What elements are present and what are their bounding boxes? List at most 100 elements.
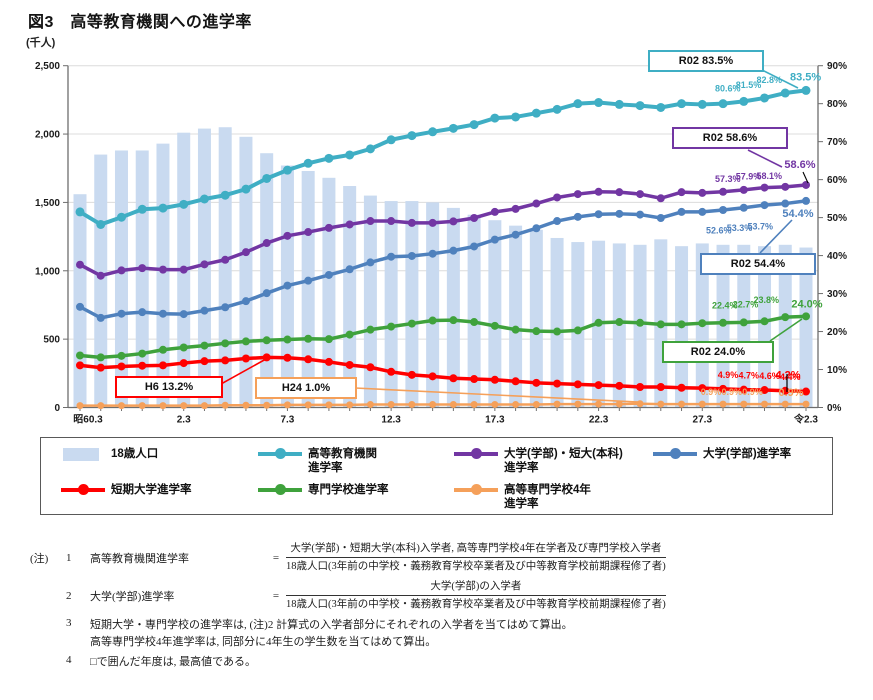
- data-point: [739, 185, 748, 194]
- series-4: [76, 353, 810, 396]
- data-point: [449, 374, 458, 383]
- data-point: [428, 372, 437, 381]
- data-point: [656, 382, 665, 391]
- data-point: [179, 359, 188, 368]
- data-point: [657, 400, 665, 408]
- data-point: [781, 400, 789, 408]
- fraction-denominator: 18歳人口(3年前の中学校・義務教育学校卒業者及び中等教育学校前期課程修了者): [286, 599, 666, 610]
- data-point: [75, 207, 85, 217]
- data-point: [117, 402, 125, 410]
- data-point: [428, 249, 437, 258]
- data-point: [449, 316, 458, 325]
- data-point: [449, 246, 458, 255]
- data-point: [96, 353, 105, 362]
- data-point: [719, 206, 728, 215]
- data-point: [387, 252, 396, 261]
- data-point: [96, 313, 105, 322]
- data-point: [490, 235, 499, 244]
- data-point: [365, 144, 375, 154]
- note-row-4: 4 □で囲んだ年度は, 最高値である。: [30, 654, 862, 671]
- x-tick-label: 22.3: [589, 415, 609, 426]
- final-value-label: 83.5%: [790, 71, 821, 83]
- data-point: [200, 260, 209, 269]
- data-point: [802, 400, 810, 408]
- legend-item-3: 大学(学部)進学率: [653, 447, 832, 478]
- note-prefix: (注): [30, 552, 49, 565]
- data-point: [241, 354, 250, 363]
- figure-title: 図3 高等教育機関への進学率: [28, 14, 252, 31]
- data-point: [760, 93, 770, 103]
- data-point: [387, 217, 396, 226]
- data-point: [470, 213, 479, 222]
- data-point: [511, 230, 520, 239]
- data-point: [366, 325, 375, 334]
- x-tick-label: 12.3: [381, 415, 401, 426]
- data-point: [677, 188, 686, 197]
- series-0: [75, 85, 811, 229]
- data-point: [345, 360, 354, 369]
- end-value-label: 23.8%: [753, 295, 779, 305]
- data-point: [97, 402, 105, 410]
- data-point: [158, 309, 167, 318]
- data-point: [594, 187, 603, 196]
- data-point: [802, 312, 810, 321]
- data-point: [719, 384, 728, 393]
- data-point: [241, 337, 250, 346]
- data-point: [117, 266, 126, 275]
- legend-label: 高等専門学校4年 進学率: [504, 484, 591, 510]
- data-point: [802, 387, 810, 396]
- legend-item-6: 高等専門学校4年 進学率: [454, 483, 653, 514]
- data-point: [96, 363, 105, 372]
- data-point: [739, 96, 749, 106]
- data-point: [594, 98, 604, 108]
- x-tick-label: 7.3: [280, 415, 294, 426]
- data-point: [698, 207, 707, 216]
- data-point: [470, 318, 479, 327]
- bar: [384, 201, 398, 408]
- data-point: [698, 400, 706, 408]
- data-point: [179, 265, 188, 274]
- data-point: [158, 345, 167, 354]
- data-point: [636, 190, 645, 199]
- final-value-label: 24.0%: [791, 298, 822, 310]
- data-point: [366, 217, 375, 226]
- data-point: [719, 187, 728, 196]
- data-point: [407, 319, 416, 328]
- data-point: [470, 375, 479, 384]
- data-point: [387, 322, 396, 331]
- data-point: [573, 326, 582, 335]
- end-value-label: 82.8%: [756, 75, 782, 85]
- data-point: [366, 363, 375, 372]
- data-point: [221, 303, 230, 312]
- bar: [758, 246, 772, 408]
- bar: [135, 150, 149, 408]
- data-point: [180, 402, 188, 410]
- legend-item-1: 高等教育機関 進学率: [258, 447, 454, 478]
- end-value-label: 4.7%: [739, 371, 760, 381]
- data-point: [241, 184, 251, 194]
- end-value-label: 4.9%: [718, 370, 739, 380]
- data-point: [760, 317, 769, 326]
- data-point: [760, 386, 769, 395]
- data-point: [407, 218, 416, 227]
- data-point: [407, 370, 416, 379]
- data-point: [635, 101, 645, 111]
- fraction-denominator: 18歳人口(3年前の中学校・義務教育学校卒業者及び中等教育学校前期課程修了者): [286, 561, 666, 572]
- end-value-label: 4.4%: [780, 372, 801, 382]
- data-point: [740, 400, 748, 408]
- data-point: [366, 258, 375, 267]
- data-point: [304, 401, 312, 409]
- data-point: [739, 318, 748, 327]
- note-row-2: 2 大学(学部)進学率 = 大学(学部)の入学者 18歳人口(3年前の中学校・義務教育学…: [30, 579, 862, 612]
- data-point: [719, 318, 728, 327]
- data-point: [553, 379, 562, 388]
- data-point: [470, 242, 479, 251]
- data-point: [345, 265, 354, 274]
- left-tick-label: 2,000: [35, 130, 60, 141]
- legend-line-marker: [454, 483, 501, 497]
- end-value-label: 22.7%: [733, 299, 759, 309]
- callout-1: R02 58.6%: [672, 127, 788, 149]
- callout-3: R02 24.0%: [662, 341, 774, 363]
- data-point: [283, 353, 292, 362]
